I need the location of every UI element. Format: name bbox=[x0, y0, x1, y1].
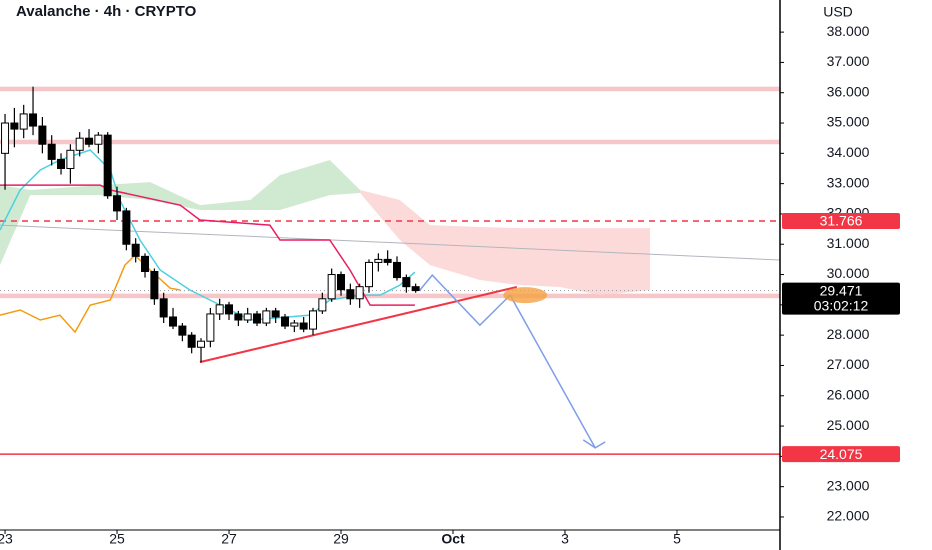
candle-body bbox=[346, 289, 355, 300]
candle-body bbox=[113, 195, 122, 212]
candle-body bbox=[159, 298, 168, 318]
candle-body bbox=[327, 274, 336, 300]
candle-body bbox=[365, 261, 374, 288]
candle-body bbox=[85, 137, 94, 145]
y-tick-label: 26.000 bbox=[827, 386, 870, 402]
candle-body bbox=[47, 143, 56, 160]
candle-body bbox=[29, 113, 38, 127]
countdown-label: 03:02:12 bbox=[814, 297, 869, 313]
y-tick-label: 33.000 bbox=[827, 174, 870, 190]
x-tick-label: 23 bbox=[0, 531, 13, 547]
candle-body bbox=[131, 243, 140, 257]
candle-body bbox=[197, 340, 206, 348]
candle-body bbox=[103, 134, 112, 197]
candle-body bbox=[1, 122, 10, 154]
candle-body bbox=[10, 122, 19, 130]
candle-body bbox=[187, 334, 196, 348]
candle-body bbox=[253, 313, 262, 324]
candle-body bbox=[309, 310, 318, 330]
y-tick-label: 38.000 bbox=[827, 23, 870, 39]
y-tick-label: 23.000 bbox=[827, 477, 870, 493]
candle-body bbox=[206, 313, 215, 342]
candle-body bbox=[281, 316, 290, 327]
chart-title: Avalanche · 4h · CRYPTO bbox=[16, 3, 197, 20]
zone-band bbox=[0, 293, 780, 299]
y-tick-label: 37.000 bbox=[827, 53, 870, 69]
candle-body bbox=[141, 255, 150, 273]
candle-body bbox=[75, 137, 84, 151]
last-price-tag bbox=[782, 282, 900, 315]
ichimoku-cloud bbox=[0, 160, 361, 266]
x-tick-label: 25 bbox=[109, 531, 125, 547]
candle-body bbox=[271, 310, 280, 318]
x-tick-label: 5 bbox=[673, 531, 681, 547]
plot-area bbox=[0, 86, 781, 455]
candle-body bbox=[19, 113, 28, 130]
zone-band bbox=[0, 139, 780, 145]
candle-body bbox=[38, 125, 47, 145]
y-tick-label: 34.000 bbox=[827, 144, 870, 160]
candle-body bbox=[215, 304, 224, 315]
candle-body bbox=[411, 286, 420, 292]
y-tick-label: 36.000 bbox=[827, 83, 870, 99]
price-tag-label: 24.075 bbox=[820, 446, 863, 462]
candle-body bbox=[290, 322, 299, 327]
candle-body bbox=[337, 274, 346, 291]
candle-body bbox=[234, 313, 243, 321]
x-tick-label: 3 bbox=[561, 531, 569, 547]
candle-body bbox=[66, 149, 75, 169]
candle-body bbox=[299, 322, 308, 330]
y-tick-label: 35.000 bbox=[827, 114, 870, 130]
candle-body bbox=[178, 325, 187, 336]
price-tag-label: 31.766 bbox=[820, 213, 863, 229]
y-tick-label: 31.000 bbox=[827, 235, 870, 251]
candle-body bbox=[57, 158, 66, 169]
x-tick-label: 27 bbox=[221, 531, 237, 547]
last-price-label: 29.471 bbox=[820, 282, 863, 298]
highlight-marker bbox=[503, 287, 548, 304]
y-tick-label: 27.000 bbox=[827, 356, 870, 372]
indicator-line bbox=[199, 285, 518, 364]
ichimoku-cloud bbox=[360, 190, 651, 296]
candle-body bbox=[374, 258, 383, 263]
candle-body bbox=[122, 210, 131, 245]
candle-body bbox=[94, 134, 103, 145]
x-tick-label: 29 bbox=[333, 531, 349, 547]
candle-body bbox=[392, 261, 401, 279]
indicator-line bbox=[419, 274, 596, 449]
candle-body bbox=[355, 286, 364, 300]
price-tag bbox=[782, 213, 900, 230]
candle-body bbox=[318, 298, 327, 312]
y-tick-label: 28.000 bbox=[827, 326, 870, 342]
price-tag bbox=[782, 446, 900, 463]
candle-body bbox=[150, 271, 159, 300]
candle-body bbox=[225, 304, 234, 315]
candle-body bbox=[383, 258, 392, 263]
candle-body bbox=[402, 277, 411, 288]
arrow-head bbox=[582, 439, 606, 449]
x-tick-label: Oct bbox=[441, 531, 465, 547]
y-tick-label: 22.000 bbox=[827, 508, 870, 524]
candle-body bbox=[262, 310, 271, 324]
zone-band bbox=[0, 86, 780, 92]
candle-body bbox=[243, 313, 252, 321]
y-tick-label: 25.000 bbox=[827, 417, 870, 433]
candle-body bbox=[169, 316, 178, 327]
y-tick-label: 30.000 bbox=[827, 265, 870, 281]
currency-label: USD bbox=[823, 4, 853, 20]
